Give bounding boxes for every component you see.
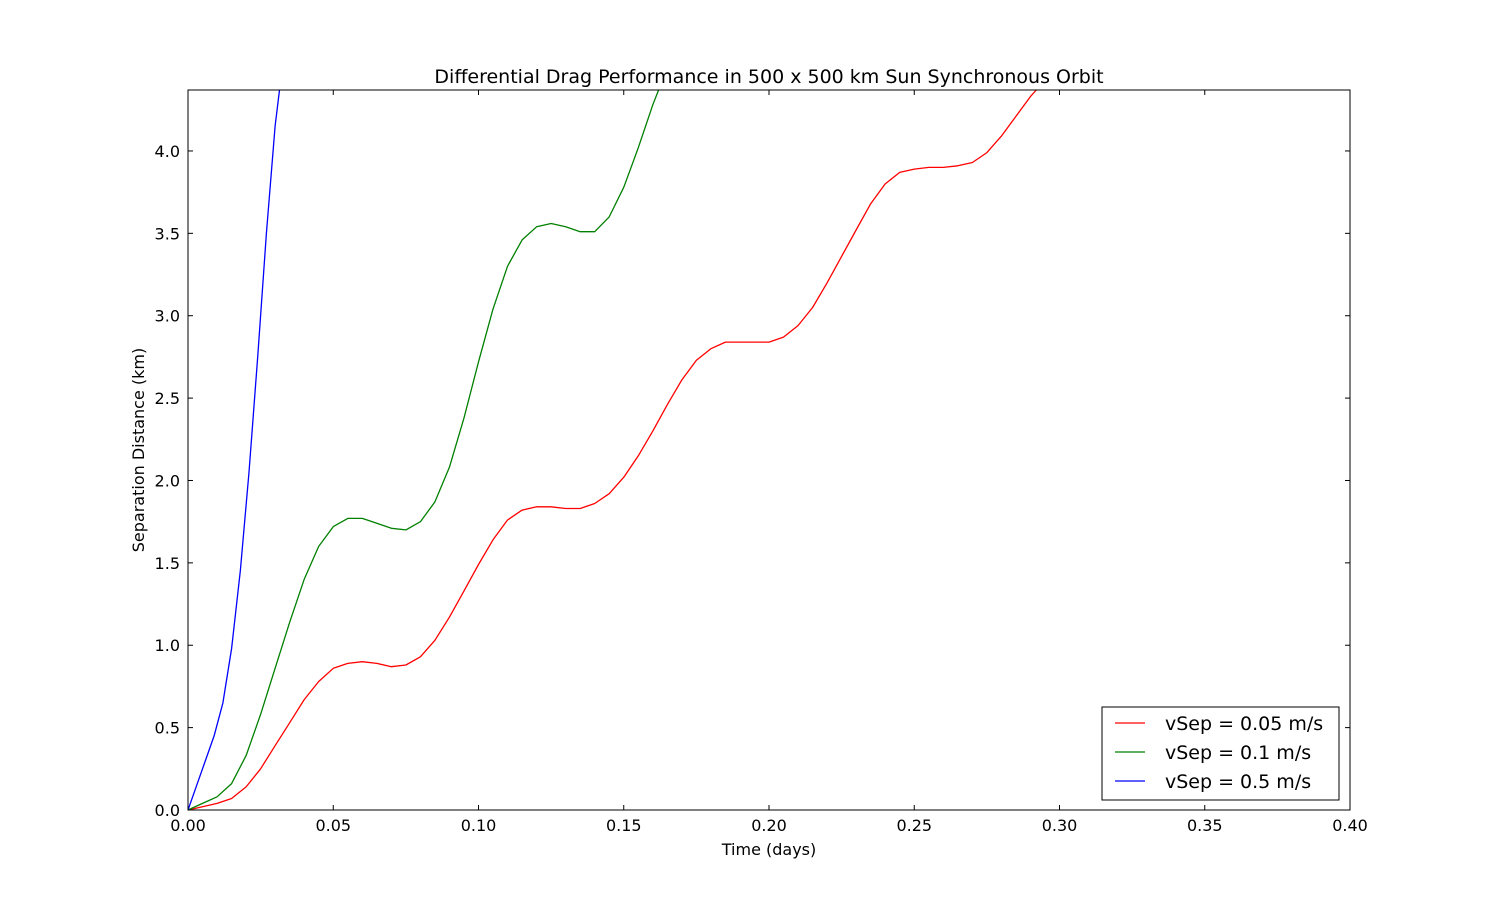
y-tick-label: 4.0 <box>155 142 180 161</box>
series-line-3 <box>187 89 281 811</box>
x-tick-label: 0.15 <box>606 816 642 835</box>
chart-title: Differential Drag Performance in 500 x 5… <box>434 66 1103 88</box>
y-tick-label: 0.5 <box>155 719 180 738</box>
series-line-2 <box>187 89 660 811</box>
x-axis-title: Time (days) <box>721 840 817 859</box>
x-tick-label: 0.20 <box>751 816 787 835</box>
series-layer <box>187 89 1037 811</box>
plot-frame <box>187 89 1351 811</box>
legend: vSep = 0.05 m/s vSep = 0.1 m/s vSep = 0.5 … <box>1101 706 1340 801</box>
x-axis: 0.00 0.05 0.10 0.15 0.20 0.25 0.30 0.35 0.40 <box>170 90 1368 835</box>
y-tick-label: 3.5 <box>155 224 180 243</box>
y-tick-label: 1.0 <box>155 636 180 655</box>
series-line-1 <box>187 89 1037 811</box>
x-tick-label: 0.30 <box>1042 816 1078 835</box>
y-axis-title: Separation Distance (km) <box>129 348 148 552</box>
x-tick-label: 0.25 <box>896 816 932 835</box>
x-tick-label: 0.00 <box>170 816 206 835</box>
x-tick-label: 0.35 <box>1187 816 1223 835</box>
legend-label-1: vSep = 0.05 m/s <box>1165 713 1323 735</box>
x-tick-label: 0.40 <box>1332 816 1368 835</box>
y-axis: 0.0 0.5 1.0 1.5 2.0 2.5 3.0 3.5 4.0 <box>155 142 1350 820</box>
x-tick-label: 0.10 <box>461 816 497 835</box>
y-tick-label: 1.5 <box>155 554 180 573</box>
y-tick-label: 0.0 <box>155 801 180 820</box>
y-tick-label: 2.5 <box>155 389 180 408</box>
x-tick-label: 0.05 <box>315 816 351 835</box>
legend-label-2: vSep = 0.1 m/s <box>1165 742 1311 764</box>
legend-label-3: vSep = 0.5 m/s <box>1165 771 1311 793</box>
y-tick-label: 2.0 <box>155 471 180 490</box>
y-tick-label: 3.0 <box>155 307 180 326</box>
